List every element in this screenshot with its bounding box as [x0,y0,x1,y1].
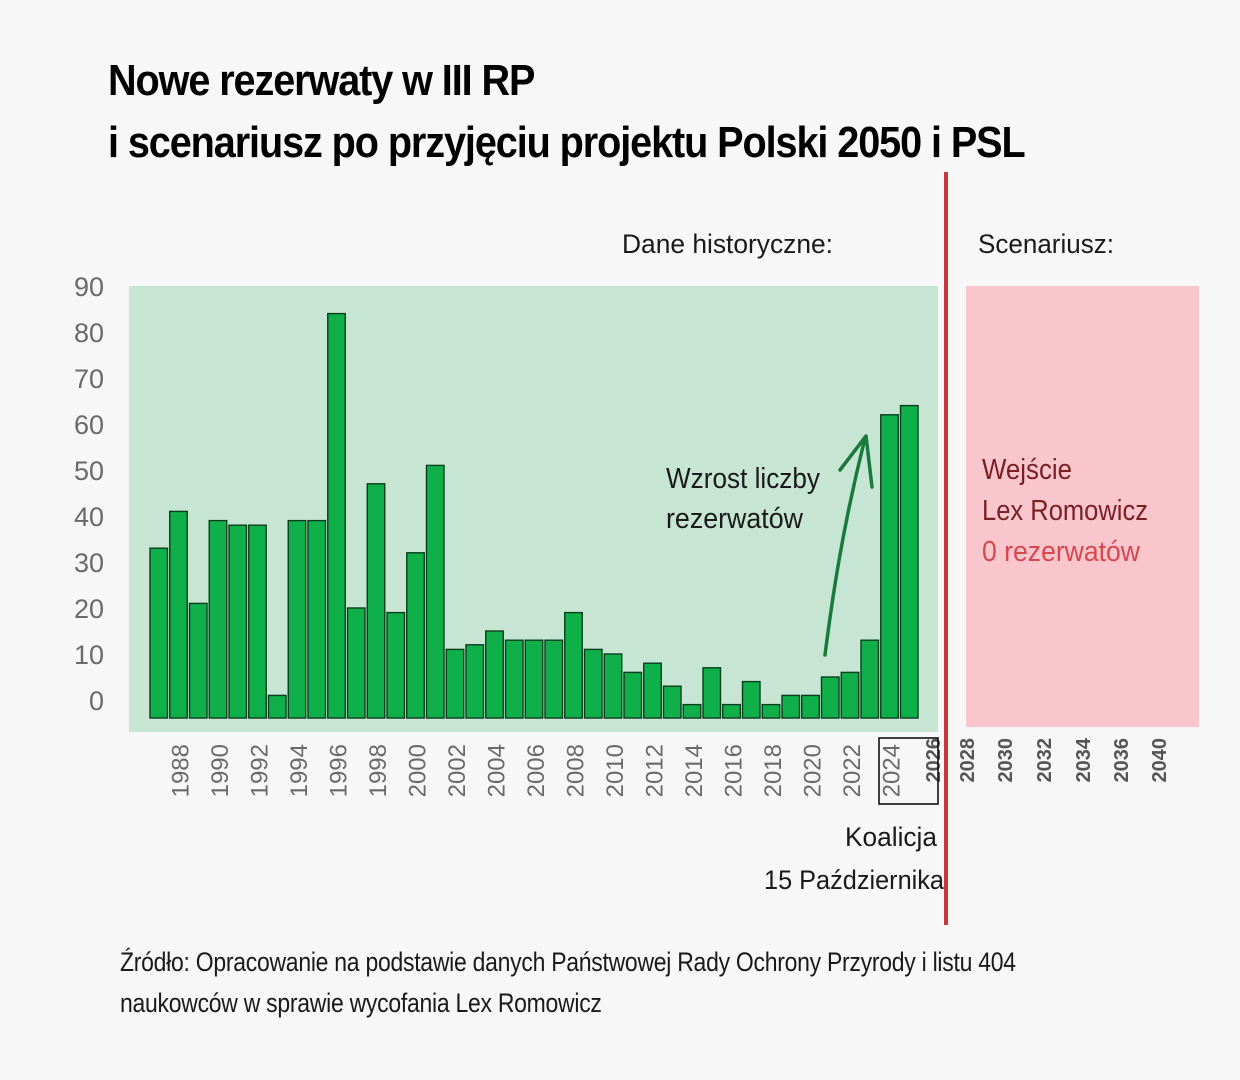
bar-2011 [623,671,643,719]
x-tick-label-scenario: 2040 [1149,738,1171,783]
bar-2021 [820,676,840,719]
bar-2008 [564,611,583,719]
scenario-annotation-line-2: Lex Romowicz [982,495,1148,527]
x-tick-label-scenario: 2028 [957,738,979,783]
bar-2005 [504,639,524,719]
bar-1999 [386,611,406,719]
x-tick-label: 2010 [602,744,629,797]
x-tick-label: 2002 [444,744,471,797]
scenario-label: Scenariusz: [978,229,1114,259]
coalition-label-line-2: 15 Października [764,865,945,895]
y-tick-label: 40 [74,502,104,532]
growth-annotation-line-2: rezerwatów [666,503,804,535]
bar-1993 [267,694,287,719]
x-tick-label: 2000 [405,744,432,797]
x-tick-label: 2012 [642,744,669,797]
x-tick-label: 1996 [326,744,353,797]
bar-1991 [228,524,248,719]
bar-1995 [307,519,327,719]
y-tick-label: 60 [74,410,104,440]
y-tick-label: 90 [74,272,104,302]
page-title: Nowe rezerwaty w III RP i scenariusz po … [108,50,1026,174]
x-tick-label: 2004 [484,744,511,797]
growth-annotation-line-1: Wzrost liczby [666,463,820,495]
bar-2006 [524,639,544,719]
bars [149,312,919,719]
bar-1989 [188,602,208,719]
bar-2015 [702,667,722,719]
bar-2002 [445,648,465,719]
x-axis: 1988 1990 1992 1994 1996 1998 2000 2002 2004 2006… [168,737,1172,797]
bar-2019 [781,694,801,719]
bar-1990 [208,519,228,719]
bar-1994 [287,519,307,719]
x-tick-label-scenario: 2036 [1111,738,1133,783]
bar-2004 [485,630,504,719]
x-tick-label: 2022 [839,744,866,797]
growth-arrow-icon [823,436,867,657]
bar-2016 [722,703,741,719]
y-tick-label: 30 [74,548,104,578]
bar-2007 [544,639,564,719]
bar-2013 [662,685,682,719]
x-tick-label: 1994 [286,744,313,797]
bar-2010 [603,653,623,719]
bar-2001 [425,464,445,719]
title-line-2: i scenariusz po przyjęciu projektu Polsk… [108,118,1026,167]
y-tick-label: 80 [74,318,104,348]
highlight-2024-box [878,737,939,805]
y-axis: 0 10 20 30 40 50 60 70 80 90 [74,272,104,716]
x-tick-label: 2006 [523,744,550,797]
bar-2022 [840,671,860,719]
x-tick-label: 1998 [365,744,392,797]
source-line-2: naukowców w sprawie wycofania Lex Romowi… [120,988,602,1018]
bar-2009 [583,648,603,719]
x-tick-label-scenario: 2030 [995,738,1017,783]
bar-2014 [682,703,702,719]
bar-2017 [741,680,761,719]
bar-2023 [860,639,880,719]
x-tick-label-scenario: 2026 [923,738,945,783]
x-tick-label: 2018 [760,744,787,797]
bar-1996 [327,312,346,719]
scenario-annotation-line-1: Wejście [982,454,1072,486]
source-note: Źródło: Opracowanie na podstawie danych … [120,942,1055,1024]
y-tick-label: 20 [74,594,104,624]
y-tick-label: 0 [89,686,104,716]
bar-1997 [346,607,366,719]
bar-1987 [149,547,169,719]
x-tick-label: 2016 [721,744,748,797]
bar-2003 [465,644,485,719]
y-tick-label: 50 [74,456,104,486]
coalition-label-line-1: Koalicja [845,822,938,852]
bar-2020 [801,694,820,719]
x-tick-label: 2020 [800,744,827,797]
x-tick-label: 2008 [563,744,590,797]
x-tick-label: 2014 [681,744,708,797]
x-tick-label: 1990 [207,744,234,797]
x-tick-label: 1988 [168,744,195,797]
bar-1992 [248,524,267,719]
bar-2012 [643,662,662,719]
y-tick-label: 70 [74,364,104,394]
bar-2025 [899,404,919,719]
title-line-1: Nowe rezerwaty w III RP [108,56,535,105]
scenario-annotation-line-3: 0 rezerwatów [982,536,1141,568]
bar-2018 [761,703,781,719]
growth-arrowhead-icon [838,434,874,489]
y-tick-label: 10 [74,640,104,670]
scenario-area [966,286,1199,727]
x-tick-label: 2024 [879,744,906,797]
bar-1998 [366,483,386,719]
source-line-1: Źródło: Opracowanie na podstawie danych … [120,947,1016,977]
historical-label: Dane historyczne: [622,229,833,259]
bar-1988 [169,510,188,719]
bar-2024 [880,414,899,719]
bar-2000 [406,552,425,719]
x-tick-label: 1992 [247,744,274,797]
x-tick-label-scenario: 2032 [1034,738,1056,783]
x-tick-label-scenario: 2034 [1073,737,1095,782]
